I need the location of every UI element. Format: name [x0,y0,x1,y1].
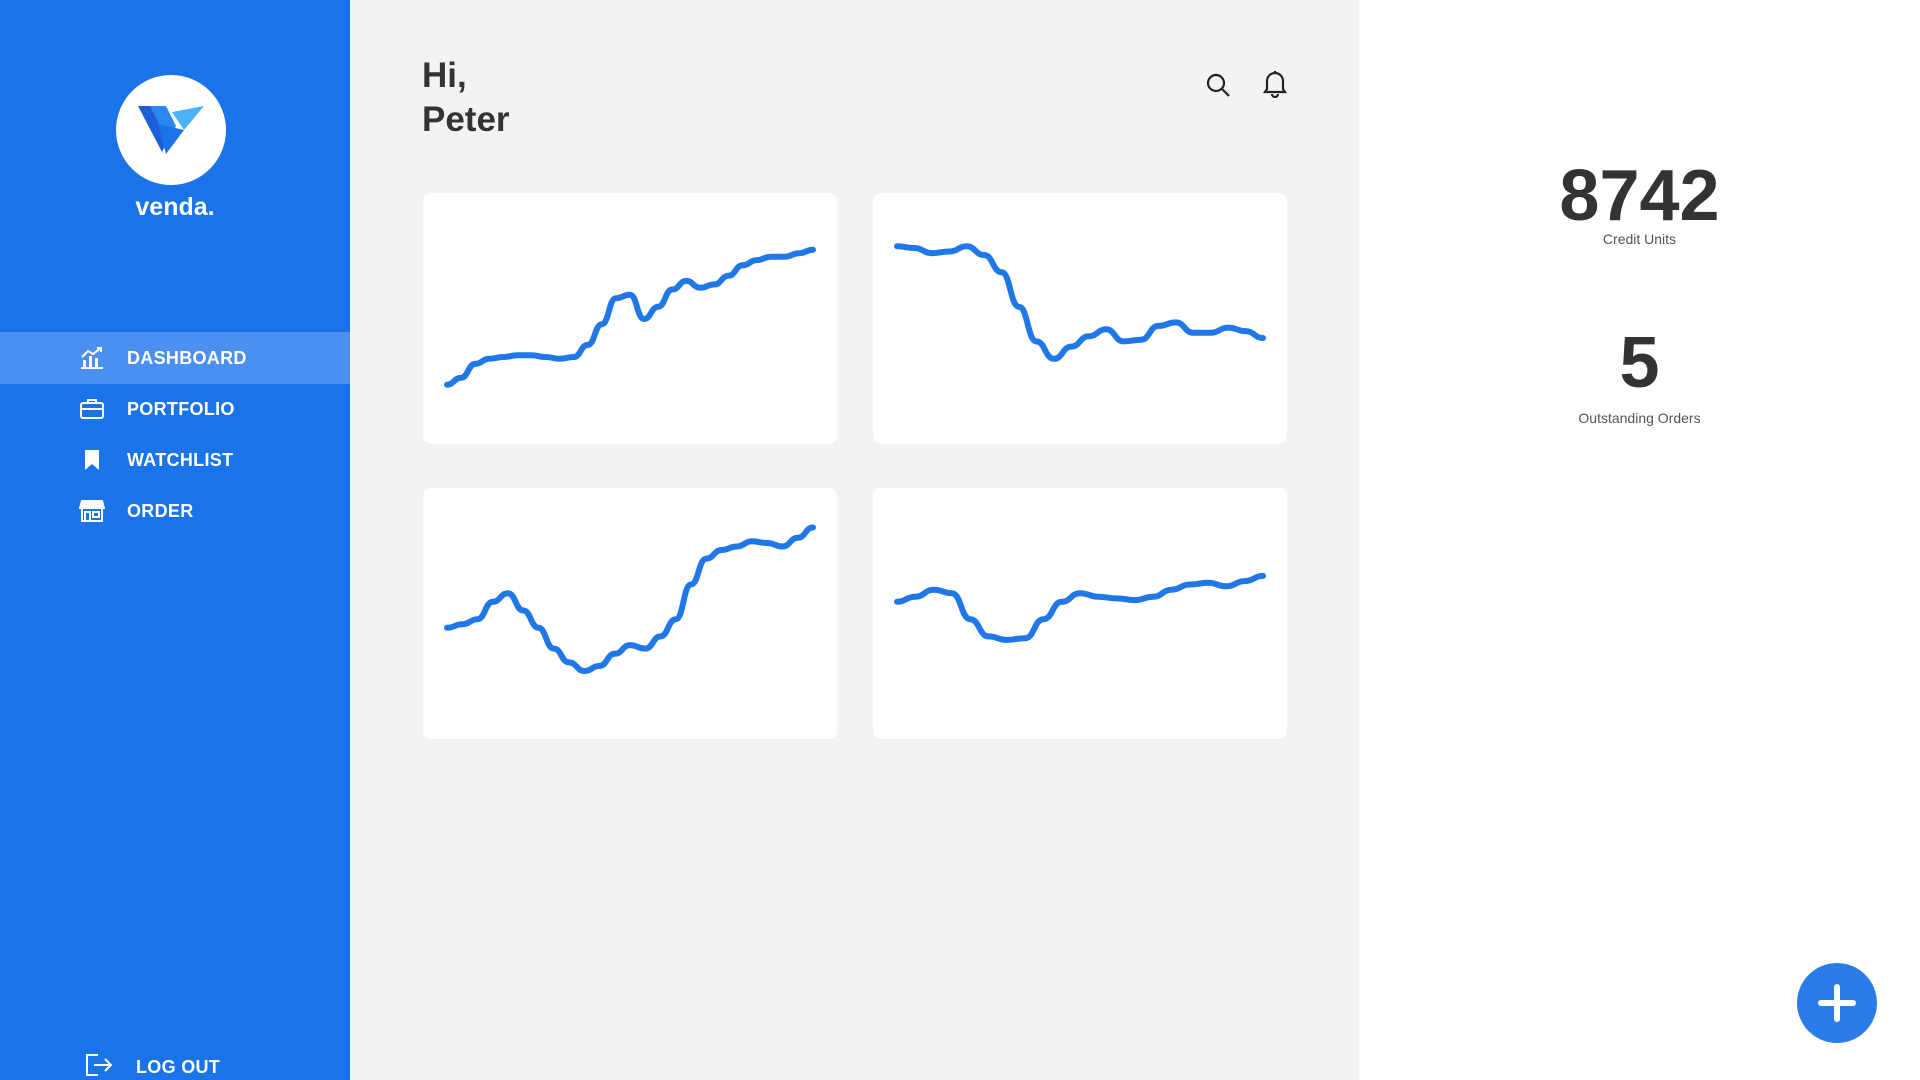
brand-logo [116,75,226,185]
right-panel: 8742 Credit Units 5 Outstanding Orders [1359,0,1920,1080]
bell-icon [1262,71,1288,98]
greeting-line1: Hi, [422,56,467,95]
brand-name: venda. [135,193,215,221]
chart-3-series-line [444,524,816,674]
logout-button[interactable]: LOG OUT [84,1052,220,1080]
search-button[interactable] [1203,70,1233,100]
briefcase-icon [78,395,106,423]
chart-card-4[interactable] [873,488,1287,739]
chart-card-1[interactable] [423,193,837,444]
greeting-line2: Peter [422,100,510,139]
main-content: Hi, Peter [350,0,1359,1080]
credit-units-label: Credit Units [1602,231,1677,247]
logout-label: LOG OUT [136,1056,221,1077]
credit-units-value: 8742 [1559,156,1720,236]
nav-label-order: ORDER [127,500,194,521]
nav-label-dashboard: DASHBOARD [127,347,247,368]
chart-card-2[interactable] [873,193,1287,444]
search-icon [1206,73,1230,97]
nav-label-portfolio: PORTFOLIO [127,398,235,419]
outstanding-orders-label: Outstanding Orders [1578,410,1701,426]
venda-logo-icon [138,106,204,154]
nav-item-dashboard[interactable]: DASHBOARD [0,332,350,384]
plus-icon [1818,984,1856,1022]
notifications-button[interactable] [1260,68,1290,98]
chart-card-3[interactable] [423,488,837,739]
line-chart-2 [894,243,1266,362]
line-chart-4 [894,572,1266,643]
logout-icon [84,1052,114,1080]
nav-item-portfolio[interactable]: PORTFOLIO [0,383,350,435]
store-icon [78,497,106,525]
chart-4-series-line [894,572,1266,643]
chart-2-series-line [894,243,1266,362]
sidebar-nav: DASHBOARD PORTFOLIO WATC [0,332,350,536]
bookmark-icon [78,446,106,474]
line-chart-3 [444,524,816,674]
greeting: Hi, Peter [422,54,510,142]
sidebar: venda. DASHBOARD [0,0,350,1080]
line-chart-1 [444,246,816,388]
add-button[interactable] [1797,963,1877,1043]
nav-label-watchlist: WATCHLIST [127,449,234,470]
outstanding-orders-value: 5 [1619,323,1660,403]
chart-1-series-line [444,246,816,388]
chart-icon [78,344,106,372]
nav-item-watchlist[interactable]: WATCHLIST [0,434,350,486]
nav-item-order[interactable]: ORDER [0,485,350,537]
